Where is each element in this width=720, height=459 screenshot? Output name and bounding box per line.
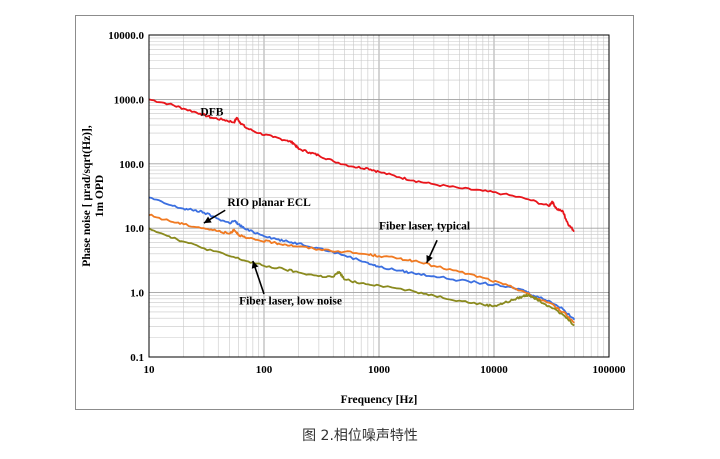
series-line-fiber-laser-low-noise <box>148 227 575 327</box>
y-tick-label: 1.0 <box>130 288 144 300</box>
series-line-dfb <box>148 98 575 233</box>
chart-frame: 10 100 1000 10000 100000 0.1 1.0 10.0 100.0 1000.… <box>75 15 634 410</box>
annotation-label: Fiber laser, typical <box>379 221 470 233</box>
y-tick-label: 10.0 <box>125 223 145 235</box>
annotation-arrows <box>203 209 438 295</box>
x-tick-label: 10 <box>144 364 156 376</box>
figure-caption: 图 2.相位噪声特性 <box>302 428 418 444</box>
annotation-arrowhead <box>203 216 212 224</box>
phase-noise-chart: 10 100 1000 10000 100000 0.1 1.0 10.0 100.0 1000.… <box>81 30 626 406</box>
y-tick-label: 10000.0 <box>108 30 144 42</box>
annotation-label: RIO planar ECL <box>227 197 311 209</box>
plot-area <box>148 34 610 358</box>
y-tick-label: 0.1 <box>130 352 144 364</box>
x-axis-label: Frequency [Hz] <box>341 394 418 406</box>
series-line-fiber-laser-typical <box>148 213 575 324</box>
x-tick-label: 10000 <box>480 364 508 376</box>
annotation-label: DFB <box>200 107 223 119</box>
tick-labels: 10 100 1000 10000 100000 0.1 1.0 10.0 100.0 1000.… <box>108 30 626 376</box>
grid <box>148 35 609 358</box>
y-tick-label: 1000.0 <box>114 94 145 106</box>
y-axis-label: 1m OPD <box>94 175 106 217</box>
x-tick-label: 100000 <box>593 364 627 376</box>
x-tick-label: 1000 <box>368 364 391 376</box>
annotations: DFB RIO planar ECL Fiber laser, typical Fib… <box>200 107 470 308</box>
y-axis-label: Phase noise [ µrad/sqrt(Hz)], <box>81 125 93 267</box>
annotation-label: Fiber laser, low noise <box>239 296 342 308</box>
annotation-arrowhead <box>251 260 259 269</box>
x-tick-label: 100 <box>256 364 273 376</box>
annotation-arrowhead <box>426 254 433 263</box>
y-tick-label: 100.0 <box>119 159 144 171</box>
axis-labels: Frequency [Hz] Phase noise [ µrad/sqrt(Hz… <box>81 125 417 406</box>
